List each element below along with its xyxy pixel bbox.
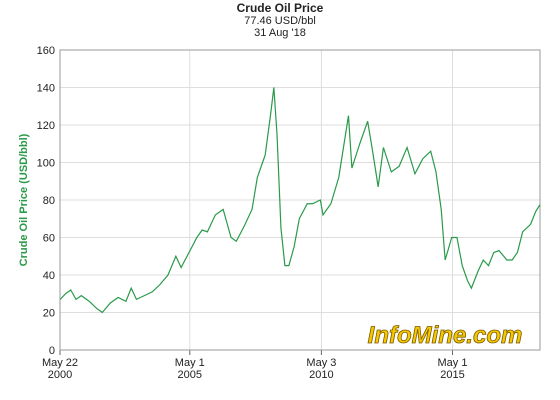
plot-border [59, 49, 541, 351]
x-tick-label: May 1 2015 [438, 357, 468, 381]
chart-title: Crude Oil Price [237, 1, 324, 15]
y-tick-label: 60 [43, 233, 55, 245]
y-tick-label: 80 [43, 195, 55, 207]
y-tick-label: 100 [37, 158, 55, 170]
chart-subtitle: 31 Aug '18 [254, 27, 306, 39]
chart-subtitle: 77.46 USD/bbl [244, 15, 316, 27]
y-tick-label: 120 [37, 120, 55, 132]
line [59, 87, 541, 314]
x-tick-label: May 22 2000 [42, 357, 78, 381]
y-tick-label: 20 [43, 308, 55, 320]
y-tick-label: 40 [43, 270, 55, 282]
y-axis-label: Crude Oil Price (USD/bbl) [18, 133, 30, 266]
y-tick-label: 0 [49, 345, 55, 357]
y-tick-label: 140 [37, 83, 55, 95]
x-tick-label: May 3 2010 [306, 357, 336, 381]
x-tick-label: May 1 2005 [175, 357, 205, 381]
watermark: InfoMine.com [368, 322, 523, 349]
y-tick-label: 160 [37, 45, 55, 57]
